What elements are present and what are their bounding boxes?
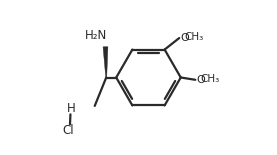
Text: CH₃: CH₃ xyxy=(184,32,203,42)
Polygon shape xyxy=(103,47,108,78)
Text: O: O xyxy=(196,75,205,85)
Text: Cl: Cl xyxy=(62,124,74,137)
Text: O: O xyxy=(180,33,189,43)
Text: H₂N: H₂N xyxy=(85,29,107,42)
Text: H: H xyxy=(67,102,76,115)
Text: CH₃: CH₃ xyxy=(200,74,219,84)
